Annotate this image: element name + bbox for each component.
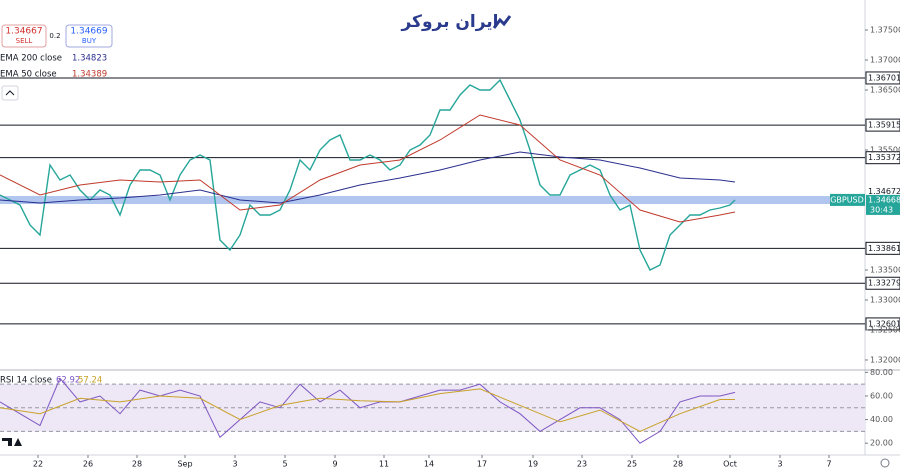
level-tag: [865, 118, 900, 132]
level-tag: [865, 151, 900, 165]
y-tick-label: 80.00: [870, 368, 893, 377]
legend-name: EMA 50 close: [0, 70, 57, 80]
x-tick-label: 14: [424, 460, 434, 469]
y-tick-label: 1.35500: [870, 146, 900, 155]
level-label: 1.36701: [868, 73, 900, 82]
y-tick-label: 1.32000: [870, 355, 900, 364]
x-tick-label: 3: [232, 460, 237, 469]
x-tick-label: 7: [826, 460, 831, 469]
settings-icon[interactable]: [880, 458, 890, 468]
level-tag: [865, 276, 900, 290]
collapse-icon: [5, 90, 15, 96]
x-tick-label: Sep: [177, 460, 192, 469]
x-tick-label: 5: [282, 460, 287, 469]
level-tag: [865, 317, 900, 331]
x-tick-label: 28: [673, 460, 683, 469]
series-line: [0, 388, 735, 432]
countdown: 30:43: [870, 205, 893, 214]
x-tick-label: 25: [627, 460, 637, 469]
level-label: 1.35915: [868, 121, 900, 130]
legend-value: 1.34823: [72, 54, 107, 64]
buy-price: 1.34669: [70, 27, 107, 37]
x-tick-label: 3: [777, 460, 782, 469]
x-tick-label: Oct: [723, 460, 737, 469]
x-tick-label: 22: [33, 460, 43, 469]
buy-button[interactable]: [65, 24, 113, 48]
series-line: [0, 151, 736, 204]
y-tick-label: 1.37500: [870, 26, 900, 35]
x-tick-label: 19: [528, 460, 538, 469]
x-tick-label: 26: [83, 460, 93, 469]
logo: ایران بروکر: [400, 12, 498, 32]
ask-label: 1.34672: [868, 187, 900, 196]
series-line: [0, 78, 736, 271]
y-tick-label: 60.00: [870, 391, 893, 400]
level-label: 1.33279: [868, 279, 900, 288]
y-tick-label: 1.37000: [870, 56, 900, 65]
header: 1.34667 SELL 0.2 1.34669 BUY ایران بروکر: [1, 12, 890, 468]
legend-value: 62.92: [56, 376, 80, 386]
zone: [0, 196, 865, 204]
legend-name: RSI 14 close: [0, 376, 52, 386]
legend-value: 1.34389: [72, 70, 107, 80]
y-tick-label: 40.00: [870, 415, 893, 424]
series-line: [0, 377, 736, 444]
spread: 0.2: [49, 32, 60, 40]
level-label: 1.33861: [868, 244, 900, 253]
x-tick-label: 9: [332, 460, 337, 469]
symbol-tag: [830, 193, 865, 206]
y-tick-label: 1.33500: [870, 265, 900, 274]
x-tick-label: 11: [379, 460, 389, 469]
x-tick-label: 17: [477, 460, 487, 469]
level-tag: [865, 241, 900, 255]
x-tick-label: 23: [577, 460, 587, 469]
y-tick-label: 1.36500: [870, 86, 900, 95]
level-label: 1.32601: [868, 319, 900, 328]
logo-icon: [492, 15, 512, 29]
x-tick-label: 28: [132, 460, 142, 469]
legend-value: 57.24: [78, 376, 102, 386]
y-tick-label: 1.32500: [870, 325, 900, 334]
sell-button[interactable]: [1, 24, 47, 48]
y-tick-label: 1.33000: [870, 295, 900, 304]
level-label: 1.35372: [868, 153, 900, 162]
symbol: GBPUSD: [830, 195, 864, 204]
y-tick-label: 20.00: [870, 439, 893, 448]
buy-label: BUY: [82, 37, 97, 45]
sell-price: 1.34667: [5, 27, 42, 37]
sell-label: SELL: [16, 37, 33, 45]
last-tag: [866, 194, 900, 215]
tv-logo: [2, 438, 22, 446]
last-label: 1.34668: [868, 195, 900, 204]
level-tag: [865, 71, 900, 85]
legend-name: EMA 200 close: [0, 54, 62, 64]
series-line: [0, 114, 736, 223]
collapse-button[interactable]: [1, 85, 19, 101]
